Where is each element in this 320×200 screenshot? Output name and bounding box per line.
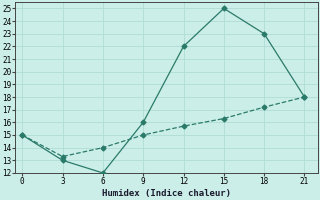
X-axis label: Humidex (Indice chaleur): Humidex (Indice chaleur): [102, 189, 231, 198]
